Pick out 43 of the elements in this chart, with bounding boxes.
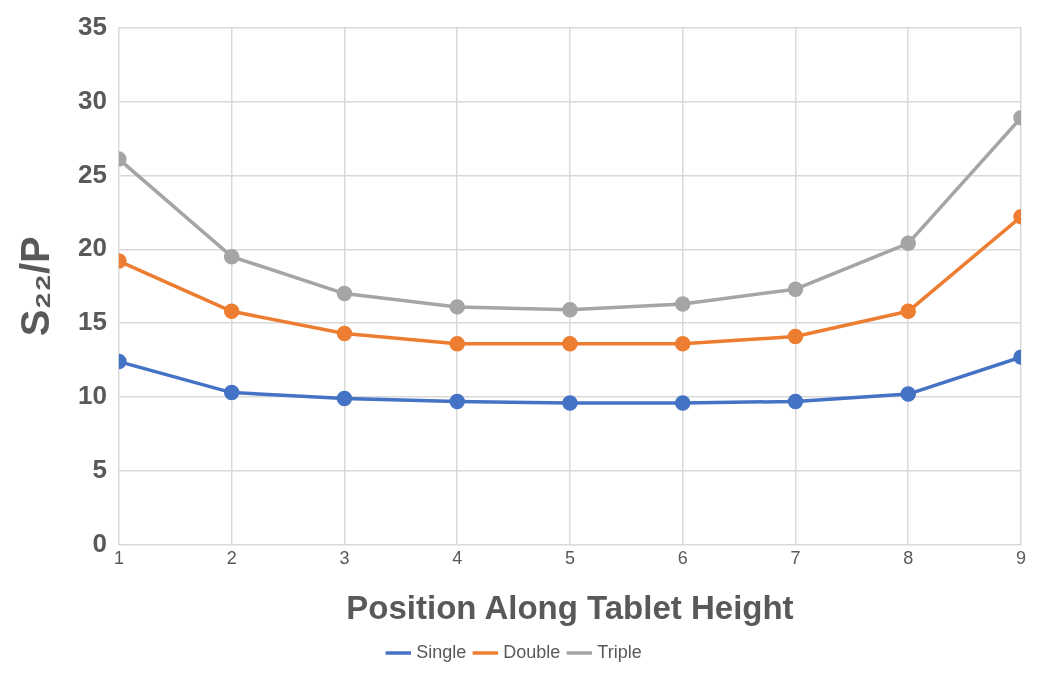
x-tick-label: 3 <box>339 547 350 568</box>
legend-label: Double <box>503 641 561 662</box>
y-tick-label: 20 <box>78 232 107 263</box>
point <box>900 235 916 252</box>
y-tick-label: 30 <box>78 84 107 115</box>
legend-label: Single <box>416 641 467 662</box>
point <box>223 384 240 401</box>
x-tick-label: 8 <box>903 547 914 568</box>
x-tick-label: 9 <box>1015 547 1027 568</box>
point <box>787 328 804 345</box>
point <box>562 336 578 352</box>
x-tick-label: 2 <box>226 547 237 568</box>
point <box>449 336 465 352</box>
point <box>900 303 916 320</box>
point <box>674 395 691 411</box>
y-tick-label: 35 <box>78 10 107 41</box>
point <box>900 386 916 402</box>
point <box>336 390 353 407</box>
x-tick-label: 5 <box>564 547 575 568</box>
point <box>787 393 804 410</box>
x-tick-label: 6 <box>677 547 688 568</box>
y-axis-title: S₂₂/P <box>13 236 58 337</box>
x-tick-label: 7 <box>790 547 801 568</box>
point <box>336 285 353 302</box>
x-tick-label: 4 <box>452 547 463 568</box>
point <box>562 395 578 411</box>
x-tick-label: 1 <box>113 547 124 568</box>
y-tick-label: 10 <box>78 380 107 411</box>
y-tick-label: 0 <box>92 527 107 558</box>
point <box>674 296 691 312</box>
x-axis-title: Position Along Tablet Height <box>346 589 794 627</box>
point <box>223 303 240 320</box>
y-tick-label: 15 <box>78 306 107 337</box>
point <box>562 302 578 318</box>
point <box>449 299 465 315</box>
point <box>787 281 804 297</box>
y-tick-label: 25 <box>78 158 107 189</box>
y-tick-label: 5 <box>92 454 107 485</box>
point <box>223 248 240 265</box>
point <box>674 336 691 352</box>
legend-label: Triple <box>597 641 642 662</box>
point <box>336 325 353 342</box>
point <box>449 393 465 410</box>
